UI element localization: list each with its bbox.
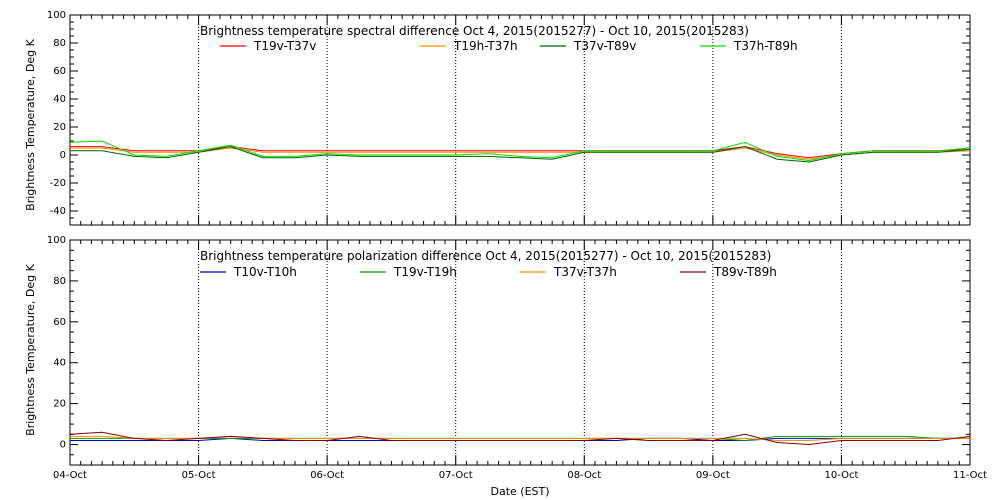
panel-1-title: Brightness temperature polarization diff… bbox=[200, 249, 771, 263]
y-tick-label: 100 bbox=[47, 10, 66, 21]
x-tick-label: 05-Oct bbox=[182, 470, 216, 481]
legend-label: T37v-T89v bbox=[573, 39, 636, 53]
y-tick-label: 20 bbox=[53, 399, 66, 410]
y-tick-label: 0 bbox=[60, 150, 66, 161]
panel-0-ylabel: Brightness Temperature, Deg K bbox=[24, 38, 37, 210]
y-tick-label: 80 bbox=[53, 38, 66, 49]
x-tick-label: 10-Oct bbox=[824, 470, 858, 481]
series-line-t89v-t89h bbox=[69, 431, 971, 446]
y-tick-label: 20 bbox=[53, 122, 66, 133]
y-tick-label: -40 bbox=[50, 206, 66, 217]
y-tick-label: -20 bbox=[50, 178, 66, 189]
plot-frame bbox=[69, 14, 971, 226]
y-tick-label: 60 bbox=[53, 317, 66, 328]
y-tick-label: 100 bbox=[47, 235, 66, 246]
panel-0-title: Brightness temperature spectral differen… bbox=[200, 24, 749, 38]
legend-label: T37h-T89h bbox=[733, 39, 798, 53]
y-tick-label: 60 bbox=[53, 66, 66, 77]
plot-frame bbox=[69, 239, 971, 466]
series-line-t37h-t89h bbox=[69, 140, 971, 162]
series-line-t37v-t89v bbox=[70, 146, 971, 163]
x-tick-label: 11-Oct bbox=[953, 470, 987, 481]
legend-label: T37v-T37h bbox=[553, 265, 617, 279]
legend-label: T10v-T10h bbox=[233, 265, 297, 279]
y-tick-label: 40 bbox=[53, 94, 66, 105]
panel-1-ylabel: Brightness Temperature, Deg K bbox=[24, 263, 37, 435]
legend-label: T19v-T37v bbox=[253, 39, 316, 53]
x-axis-title: Date (EST) bbox=[490, 485, 549, 498]
polarization-difference-panel: Brightness temperature polarization diff… bbox=[24, 235, 987, 481]
x-tick-label: 06-Oct bbox=[310, 470, 344, 481]
spectral-difference-panel: Brightness temperature spectral differen… bbox=[24, 10, 971, 226]
x-tick-label: 07-Oct bbox=[439, 470, 473, 481]
y-tick-label: 0 bbox=[60, 440, 66, 451]
legend-label: T19h-T37h bbox=[453, 39, 518, 53]
x-tick-label: 09-Oct bbox=[696, 470, 730, 481]
y-tick-label: 40 bbox=[53, 358, 66, 369]
y-tick-label: 80 bbox=[53, 276, 66, 287]
x-tick-label: 04-Oct bbox=[53, 470, 87, 481]
legend-label: T19v-T19h bbox=[393, 265, 457, 279]
x-tick-label: 08-Oct bbox=[567, 470, 601, 481]
legend-label: T89v-T89h bbox=[713, 265, 777, 279]
